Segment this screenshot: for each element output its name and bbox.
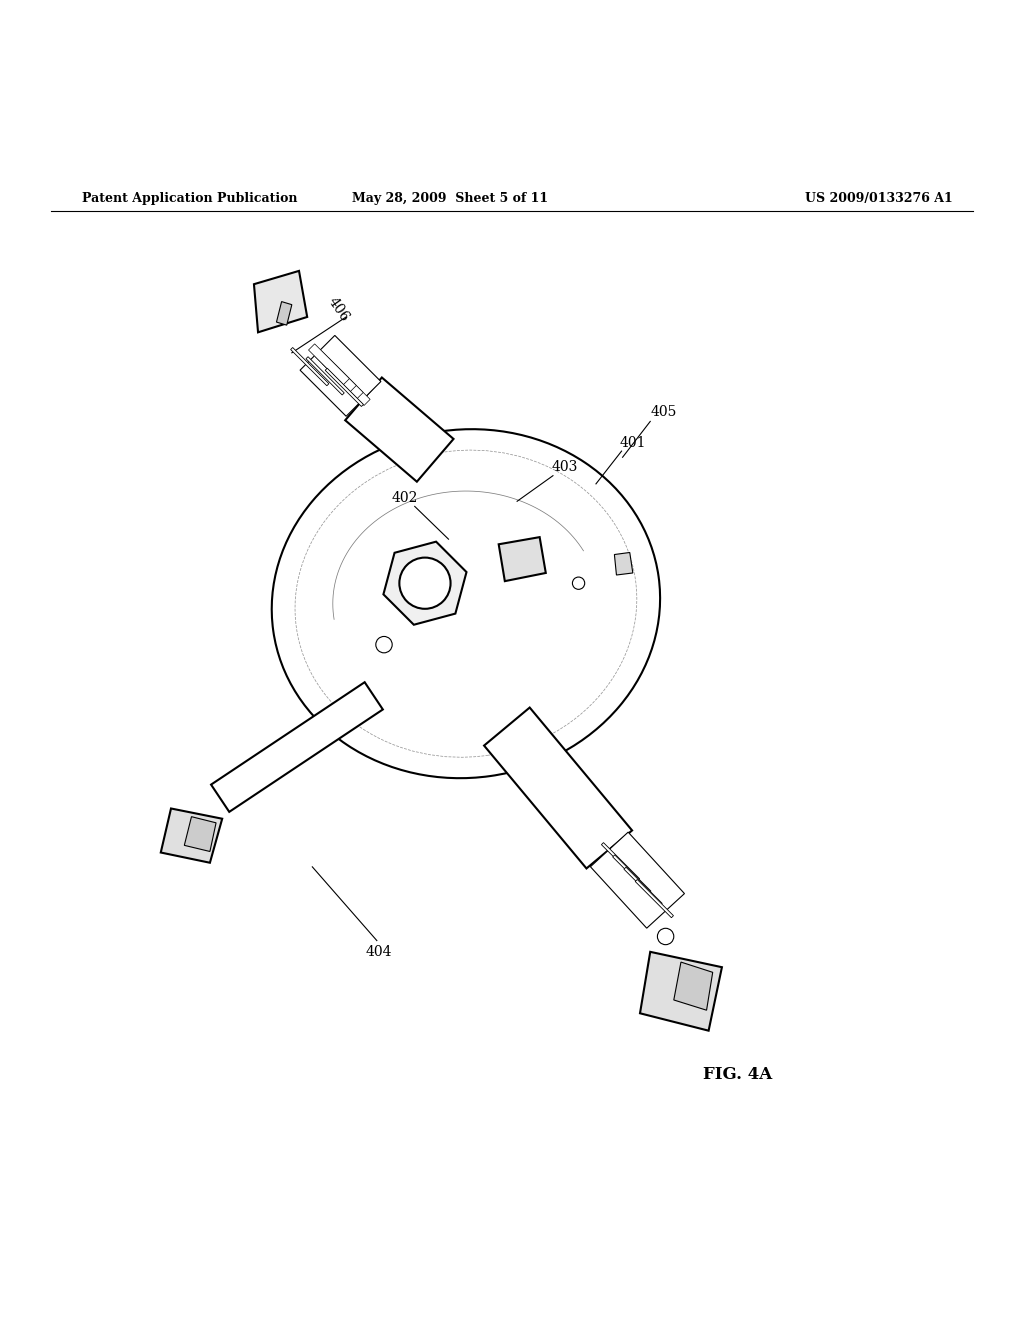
Polygon shape xyxy=(640,952,722,1031)
Polygon shape xyxy=(383,541,467,624)
Polygon shape xyxy=(345,378,454,482)
Polygon shape xyxy=(306,356,344,395)
Text: 405: 405 xyxy=(650,405,677,420)
Polygon shape xyxy=(326,368,364,407)
Polygon shape xyxy=(614,553,633,576)
Polygon shape xyxy=(276,301,292,325)
Polygon shape xyxy=(315,351,356,392)
Polygon shape xyxy=(330,364,370,405)
Polygon shape xyxy=(308,345,349,384)
Polygon shape xyxy=(184,817,216,851)
Text: 401: 401 xyxy=(620,436,646,450)
Polygon shape xyxy=(323,358,364,399)
Polygon shape xyxy=(499,537,546,581)
Polygon shape xyxy=(635,879,674,917)
Text: FIG. 4A: FIG. 4A xyxy=(702,1067,772,1084)
Text: May 28, 2009  Sheet 5 of 11: May 28, 2009 Sheet 5 of 11 xyxy=(352,191,549,205)
Circle shape xyxy=(399,557,451,609)
Polygon shape xyxy=(254,271,307,333)
Polygon shape xyxy=(291,347,329,385)
Circle shape xyxy=(376,636,392,653)
Ellipse shape xyxy=(271,429,660,779)
Polygon shape xyxy=(612,855,651,894)
Polygon shape xyxy=(674,962,713,1010)
Polygon shape xyxy=(484,708,632,869)
Text: 404: 404 xyxy=(366,945,392,958)
Text: 403: 403 xyxy=(552,461,579,474)
Polygon shape xyxy=(601,842,640,880)
Circle shape xyxy=(572,577,585,589)
Text: 406: 406 xyxy=(325,294,351,325)
Polygon shape xyxy=(211,682,383,812)
Polygon shape xyxy=(591,832,684,928)
Polygon shape xyxy=(300,335,381,416)
Text: US 2009/0133276 A1: US 2009/0133276 A1 xyxy=(805,191,952,205)
Circle shape xyxy=(657,928,674,945)
Polygon shape xyxy=(161,808,222,863)
Polygon shape xyxy=(624,867,663,906)
Text: Patent Application Publication: Patent Application Publication xyxy=(82,191,297,205)
Text: 402: 402 xyxy=(391,491,418,506)
